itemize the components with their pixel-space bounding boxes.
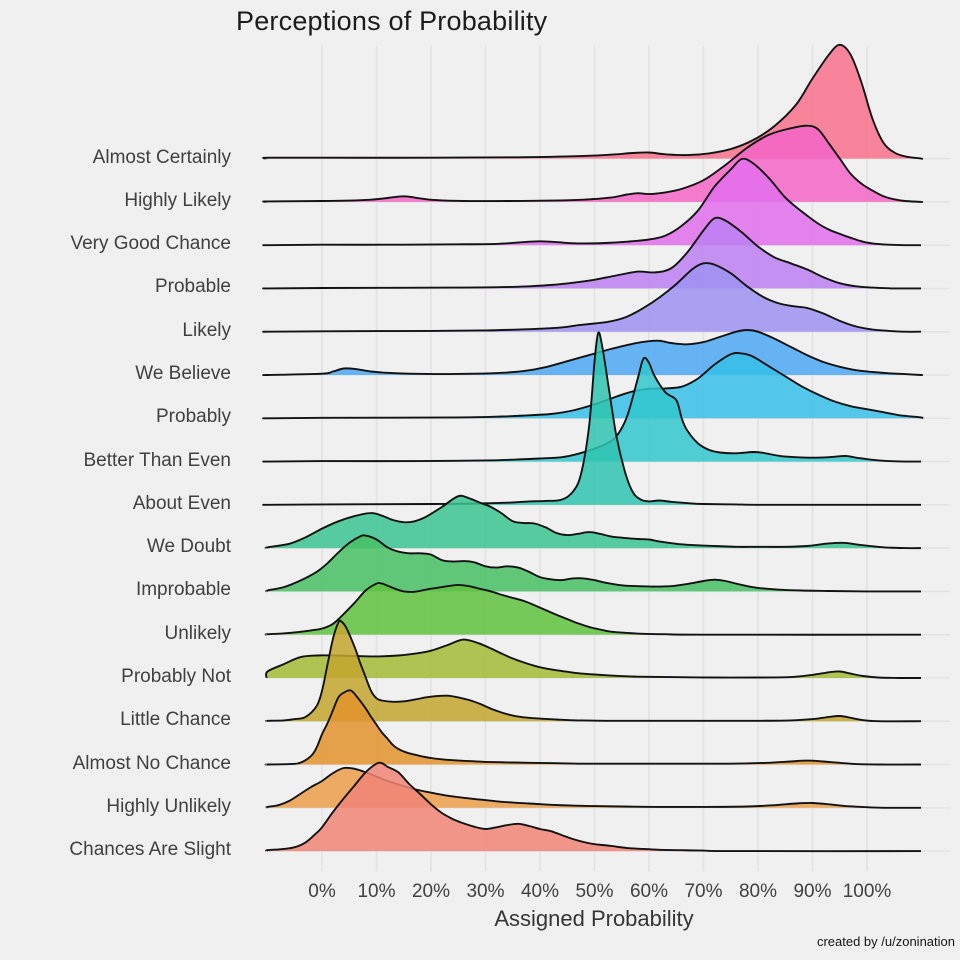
ridge-highly-likely: [262, 124, 924, 203]
x-tick-label-40: 40%: [520, 881, 560, 902]
y-axis-label-little-chance: Little Chance: [120, 709, 231, 731]
ridge-probable: [262, 216, 922, 290]
y-axis-label-almost-no-chance: Almost No Chance: [72, 752, 231, 774]
y-axis-label-we-believe: We Believe: [135, 363, 231, 384]
chart-title: Perceptions of Probability: [236, 6, 548, 36]
x-axis-title: Assigned Probability: [494, 906, 694, 931]
ridge-little-chance: [265, 619, 922, 723]
ridge-about-even: [262, 331, 922, 506]
y-axis-label-probable: Probable: [154, 276, 231, 298]
y-axis-label-likely: Likely: [182, 319, 231, 341]
y-axis-label-unlikely: Unlikely: [164, 622, 231, 644]
y-axis-label-better-than-even: Better Than Even: [83, 449, 231, 471]
ridge-chances-are-slight: [265, 761, 922, 853]
ridge-unlikely: [264, 581, 922, 636]
ridge-we-believe: [262, 329, 924, 377]
ridge-almost-no-chance: [264, 689, 922, 766]
y-axis-label-almost-certainly: Almost Certainly: [92, 146, 231, 168]
y-axis-label-chances-are-slight: Chances Are Slight: [69, 839, 231, 861]
x-tick-label-70: 70%: [684, 881, 723, 902]
x-tick-label-100: 100%: [842, 881, 892, 902]
ridge-probably: [262, 352, 924, 420]
y-axis-label-probably: Probably: [156, 406, 231, 428]
y-axis-label-highly-unlikely: Highly Unlikely: [106, 795, 231, 817]
x-tick-label-0: 0%: [308, 881, 336, 902]
ridge-better-than-even: [262, 356, 921, 463]
x-tick-label-10: 10%: [357, 881, 396, 902]
x-tick-label-90: 90%: [793, 881, 832, 902]
y-axis-label-we-doubt: We Doubt: [146, 536, 231, 558]
ridge-almost-certainly: [262, 43, 924, 160]
x-tick-label-20: 20%: [411, 881, 451, 902]
ridge-likely: [262, 262, 922, 333]
y-axis-label-highly-likely: Highly Likely: [124, 189, 231, 211]
x-tick-label-80: 80%: [738, 881, 778, 902]
ridge-highly-unlikely: [265, 766, 922, 809]
x-tick-label-60: 60%: [629, 881, 669, 902]
x-tick-label-30: 30%: [466, 881, 505, 902]
ridge-we-doubt: [264, 494, 922, 550]
y-axis-label-probably-not: Probably Not: [121, 665, 231, 687]
ridge-very-good-chance: [262, 157, 921, 247]
ridge-improbable: [265, 534, 922, 593]
y-axis-label-about-even: About Even: [132, 492, 231, 514]
y-axis-label-improbable: Improbable: [135, 579, 231, 601]
credit-text: created by /u/zonination: [816, 934, 955, 949]
x-tick-label-50: 50%: [575, 881, 614, 902]
y-axis-label-very-good-chance: Very Good Chance: [70, 233, 231, 255]
